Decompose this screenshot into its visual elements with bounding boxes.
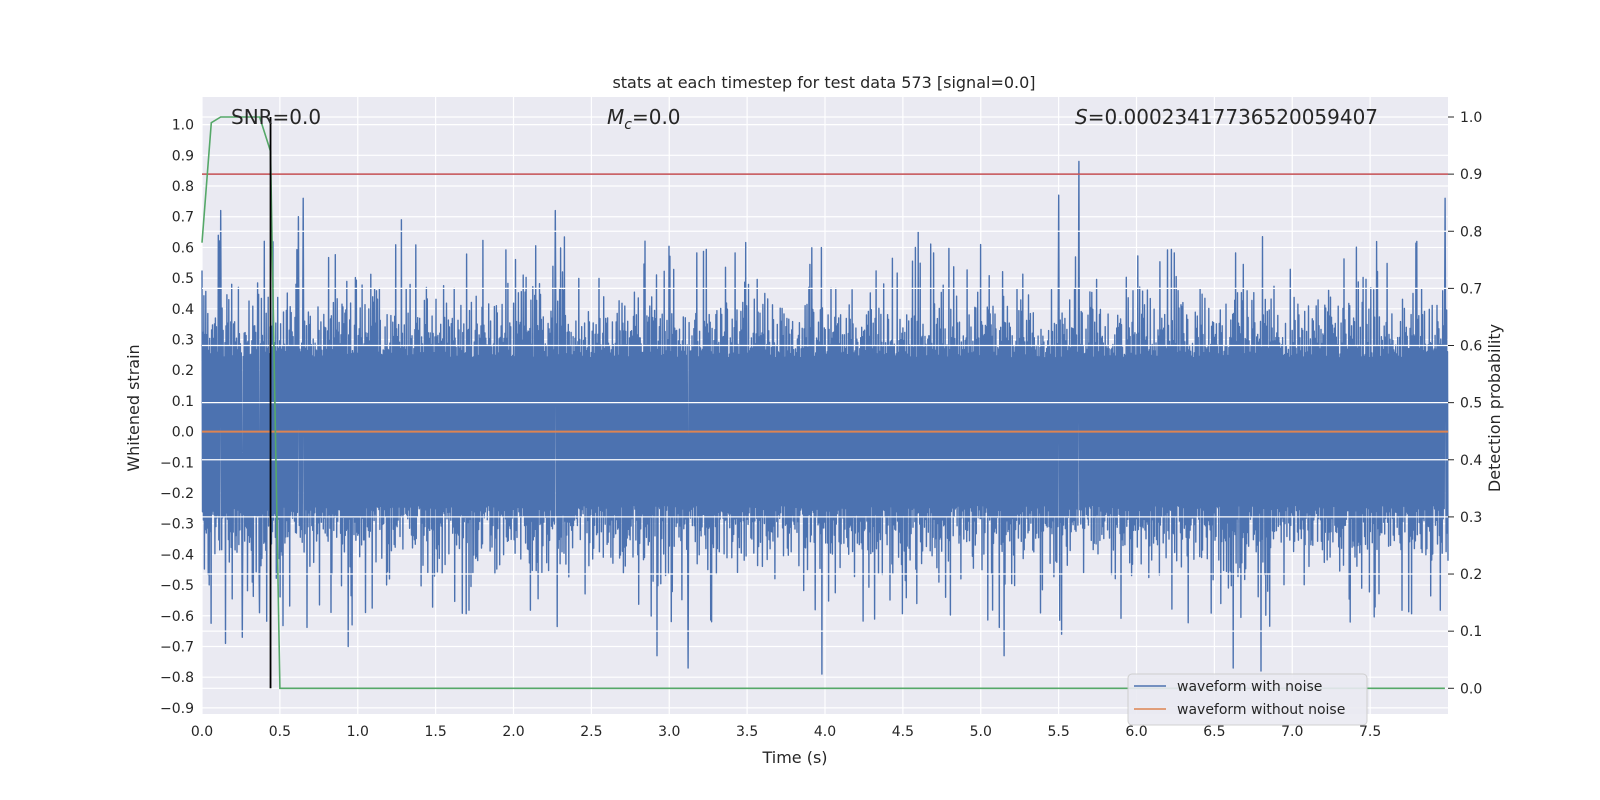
y-right-tick-label-10: 0.0 (1460, 681, 1482, 697)
x-tick-label-0: 0.0 (191, 724, 213, 740)
y-left-tick-label-3: 0.7 (172, 210, 194, 226)
x-tick-label-7: 3.5 (736, 724, 758, 740)
x-tick-label-9: 4.5 (892, 724, 914, 740)
y-left-tick-label-6: 0.4 (172, 302, 194, 318)
y-left-tick-label-17: −0.7 (160, 639, 194, 655)
s-symbol: S (1075, 105, 1088, 129)
y-right-tick-label-6: 0.4 (1460, 453, 1482, 469)
y-left-tick-label-7: 0.3 (172, 333, 194, 349)
y-left-tick-label-11: −0.1 (160, 455, 194, 471)
chart-title: stats at each timestep for test data 573… (612, 73, 1035, 92)
y-left-tick-label-14: −0.4 (160, 547, 194, 563)
legend-box (1127, 673, 1368, 726)
y-axis-label-right: Detection probability (1485, 324, 1504, 492)
y-left-tick-label-5: 0.5 (172, 271, 194, 287)
y-left-tick-label-16: −0.6 (160, 609, 194, 625)
x-tick-label-2: 1.0 (347, 724, 369, 740)
x-tick-label-6: 3.0 (658, 724, 680, 740)
mc-value: =0.0 (632, 105, 681, 129)
x-tick-label-8: 4.0 (814, 724, 836, 740)
mc-subscript: c (624, 117, 632, 133)
legend: waveform with noise waveform without noi… (1127, 673, 1368, 726)
y-left-tick-label-0: 1.0 (172, 118, 194, 134)
snr-annotation: SNR=0.0 (231, 105, 321, 129)
y-right-tick-label-2: 0.8 (1460, 224, 1482, 240)
y-left-tick-label-10: 0.0 (172, 425, 194, 441)
y-right-tick-label-1: 0.9 (1460, 167, 1482, 183)
mc-annotation: Mc=0.0 (607, 105, 681, 133)
ticks: 0.0 0.5 1.0 1.5 2.0 2.5 3.0 3.5 4.0 4.5 5.0 5.5 6.0 6… (160, 110, 1482, 740)
y-left-tick-label-2: 0.8 (172, 179, 194, 195)
y-right-tick-label-0: 1.0 (1460, 110, 1482, 126)
x-tick-label-5: 2.5 (580, 724, 602, 740)
series-waveform-with-noise (201, 160, 1449, 675)
y-left-tick-label-15: −0.5 (160, 578, 194, 594)
mc-symbol: M (607, 105, 624, 129)
x-tick-label-11: 5.5 (1047, 724, 1069, 740)
x-tick-label-1: 0.5 (269, 724, 291, 740)
y-left-tick-label-9: 0.1 (172, 394, 194, 410)
x-tick-label-3: 1.5 (424, 724, 446, 740)
y-right-tick-label-5: 0.5 (1460, 396, 1482, 412)
s-value: =0.00023417736520059407 (1088, 105, 1378, 129)
s-annotation: S=0.00023417736520059407 (1075, 105, 1378, 129)
x-tick-label-12: 6.0 (1125, 724, 1147, 740)
x-tick-label-10: 5.0 (970, 724, 992, 740)
legend-label-waveform-with-noise: waveform with noise (1177, 679, 1322, 695)
y-left-tick-label-12: −0.2 (160, 486, 194, 502)
y-left-tick-label-1: 0.9 (172, 148, 194, 164)
y-right-tick-label-4: 0.6 (1460, 339, 1482, 355)
y-left-tick-label-8: 0.2 (172, 363, 194, 379)
series-layer (201, 116, 1449, 690)
y-axis-label-left: Whitened strain (124, 344, 143, 471)
y-left-tick-label-13: −0.3 (160, 517, 194, 533)
y-right-tick-label-7: 0.3 (1460, 510, 1482, 526)
x-tick-label-4: 2.0 (502, 724, 524, 740)
y-right-tick-label-3: 0.7 (1460, 281, 1482, 297)
legend-label-waveform-without-noise: waveform without noise (1177, 702, 1345, 718)
x-axis-label: Time (s) (761, 748, 827, 767)
y-left-tick-label-4: 0.6 (172, 240, 194, 256)
y-left-tick-label-19: −0.9 (160, 701, 194, 717)
y-right-tick-label-8: 0.2 (1460, 567, 1482, 583)
y-right-tick-label-9: 0.1 (1460, 624, 1482, 640)
x-tick-label-14: 7.0 (1281, 724, 1303, 740)
y-left-tick-label-18: −0.8 (160, 670, 194, 686)
series-detection-probability (201, 116, 1445, 690)
x-tick-label-15: 7.5 (1359, 724, 1381, 740)
x-tick-label-13: 6.5 (1203, 724, 1225, 740)
